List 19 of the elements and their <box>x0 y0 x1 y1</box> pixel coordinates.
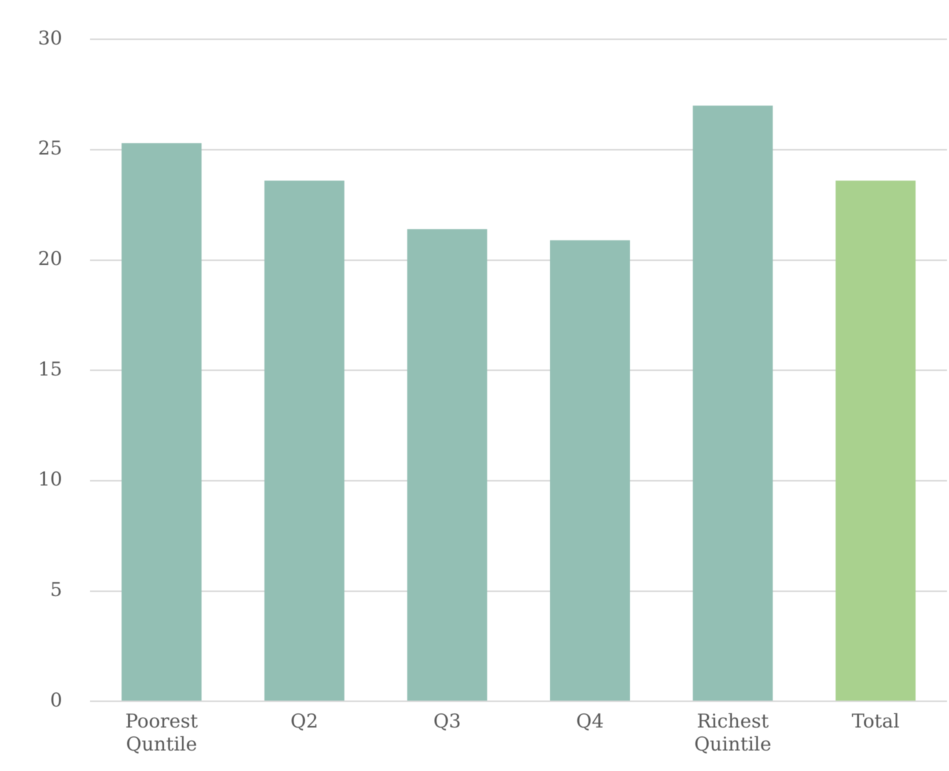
x-tick-label: Total <box>852 710 900 733</box>
y-tick-label: 10 <box>38 468 62 491</box>
x-tick-label: Q2 <box>290 710 318 733</box>
x-tick-label: Richest Quintile <box>694 710 772 756</box>
bar <box>122 143 202 701</box>
x-tick-label: Poorest Quntile <box>125 710 198 756</box>
y-tick-label: 20 <box>38 248 62 270</box>
bar <box>692 106 773 701</box>
y-tick-label: 0 <box>50 689 62 712</box>
y-tick-label: 25 <box>38 138 62 160</box>
y-tick-label: 15 <box>38 358 62 380</box>
y-tick-label: 5 <box>50 579 62 602</box>
x-tick-label: Q4 <box>576 710 604 733</box>
bar <box>836 180 916 701</box>
bar <box>264 180 344 701</box>
x-tick-label: Q3 <box>433 710 462 733</box>
bar <box>407 229 488 701</box>
y-tick-label: 30 <box>38 27 62 50</box>
bar <box>550 240 630 701</box>
